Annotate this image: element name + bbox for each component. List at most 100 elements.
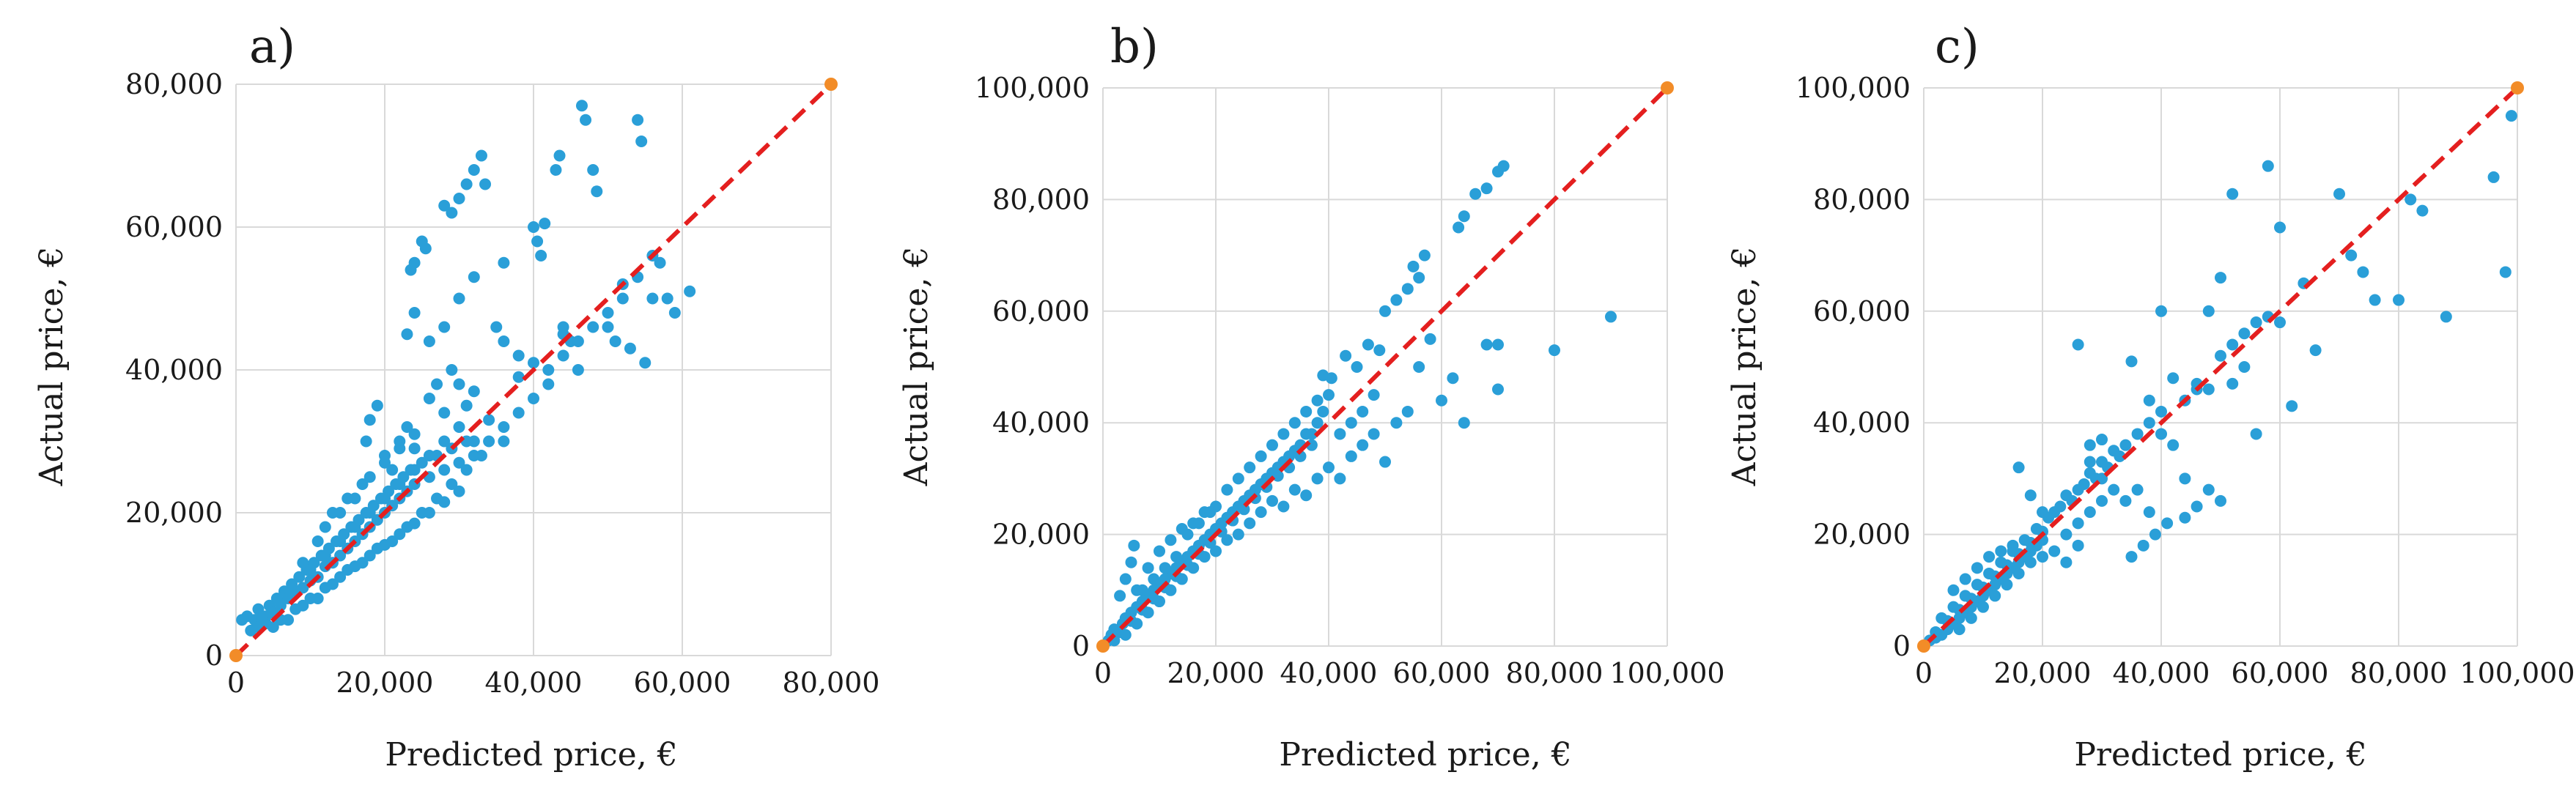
data-point bbox=[2179, 511, 2191, 524]
data-point bbox=[1492, 383, 1504, 396]
y-tick-label: 40,000 bbox=[1813, 407, 1911, 439]
y-tick-label: 20,000 bbox=[125, 497, 223, 529]
data-point bbox=[531, 235, 544, 248]
data-point bbox=[550, 164, 562, 176]
panel-label: b) bbox=[1110, 20, 1159, 74]
data-point bbox=[2143, 417, 2155, 429]
data-point bbox=[2096, 434, 2108, 446]
data-point bbox=[1300, 489, 1313, 502]
data-point bbox=[1340, 349, 1352, 362]
data-point bbox=[293, 571, 306, 583]
data-point bbox=[1469, 188, 1482, 200]
reference-start-marker bbox=[1917, 639, 1930, 653]
y-tick-label: 100,000 bbox=[975, 72, 1090, 104]
data-point bbox=[319, 549, 331, 562]
data-point bbox=[1215, 517, 1228, 530]
data-point bbox=[1436, 394, 1447, 407]
data-point bbox=[2161, 517, 2174, 530]
data-point bbox=[1210, 545, 1222, 557]
data-point bbox=[553, 149, 566, 162]
data-point bbox=[2202, 383, 2215, 396]
x-tick-label: 0 bbox=[1094, 657, 1112, 689]
data-point bbox=[431, 378, 443, 390]
data-point bbox=[2143, 506, 2155, 519]
data-point bbox=[252, 603, 265, 615]
data-point bbox=[1294, 450, 1307, 462]
data-point bbox=[2215, 494, 2226, 507]
data-point bbox=[460, 399, 473, 412]
data-point bbox=[539, 218, 551, 230]
data-point bbox=[326, 578, 339, 590]
data-point bbox=[1288, 483, 1301, 496]
data-point bbox=[646, 292, 659, 305]
chart-panel-c: c) Actual price, € Predicted price, € 00… bbox=[1726, 20, 2575, 774]
data-point bbox=[468, 435, 480, 448]
data-point bbox=[1418, 249, 1431, 261]
x-axis-title: Predicted price, € bbox=[385, 736, 677, 774]
data-point bbox=[1244, 461, 1256, 474]
data-point bbox=[1165, 534, 1177, 546]
data-point bbox=[446, 207, 458, 219]
data-point bbox=[1401, 405, 1414, 418]
y-tick-label: 40,000 bbox=[992, 407, 1090, 439]
data-point bbox=[2274, 316, 2286, 329]
data-point bbox=[2155, 428, 2167, 440]
data-point bbox=[453, 421, 465, 433]
chart-panel-b: b) Actual price, € Predicted price, € 00… bbox=[898, 20, 1725, 774]
data-point bbox=[453, 378, 465, 390]
data-point bbox=[431, 492, 443, 505]
data-point bbox=[2487, 171, 2500, 183]
data-point bbox=[468, 385, 480, 398]
reference-line bbox=[1101, 86, 1669, 648]
data-point bbox=[2440, 311, 2452, 323]
data-point bbox=[1983, 567, 1996, 579]
data-point bbox=[1136, 584, 1148, 596]
data-point bbox=[356, 557, 369, 569]
data-point bbox=[2345, 249, 2358, 261]
data-point bbox=[1187, 562, 1200, 574]
data-point bbox=[2018, 534, 2031, 546]
data-point bbox=[2084, 439, 2096, 451]
data-point bbox=[1458, 417, 1470, 429]
data-point bbox=[1176, 573, 1188, 585]
data-point bbox=[1424, 333, 1436, 345]
data-point bbox=[2262, 160, 2274, 172]
data-point bbox=[1334, 472, 1346, 485]
x-tick-label: 100,000 bbox=[1609, 657, 1724, 689]
y-tick-label: 0 bbox=[1893, 630, 1911, 662]
data-point bbox=[572, 335, 584, 347]
data-point bbox=[1357, 439, 1369, 451]
data-point bbox=[2084, 456, 2096, 468]
data-point bbox=[1131, 617, 1143, 630]
data-point bbox=[512, 371, 525, 383]
data-point bbox=[1351, 361, 1363, 373]
data-point bbox=[535, 250, 547, 261]
data-point bbox=[483, 414, 495, 426]
data-point bbox=[2238, 327, 2251, 340]
data-point bbox=[1323, 389, 1335, 401]
data-point bbox=[2108, 483, 2120, 496]
x-tick-label: 20,000 bbox=[1994, 657, 2092, 689]
data-point bbox=[1605, 311, 1617, 323]
data-point bbox=[1119, 573, 1132, 585]
data-point bbox=[1255, 506, 1267, 519]
x-tick-label: 40,000 bbox=[2113, 657, 2210, 689]
data-point bbox=[2125, 355, 2138, 368]
data-point bbox=[2119, 439, 2132, 451]
data-point bbox=[2119, 494, 2132, 507]
data-point bbox=[1125, 556, 1137, 568]
x-axis-title: Predicted price, € bbox=[1279, 736, 1571, 774]
data-point bbox=[1953, 612, 1966, 624]
data-point bbox=[446, 364, 458, 376]
data-point bbox=[1345, 417, 1357, 429]
data-point bbox=[2155, 305, 2167, 317]
data-point bbox=[1288, 417, 1301, 429]
data-point bbox=[1221, 534, 1233, 546]
data-point bbox=[1159, 573, 1171, 585]
data-point bbox=[1390, 294, 1403, 306]
data-point bbox=[304, 564, 317, 576]
data-point bbox=[572, 364, 584, 376]
y-tick-label: 60,000 bbox=[125, 211, 223, 243]
data-point bbox=[401, 421, 413, 433]
panel-label: a) bbox=[249, 20, 295, 74]
